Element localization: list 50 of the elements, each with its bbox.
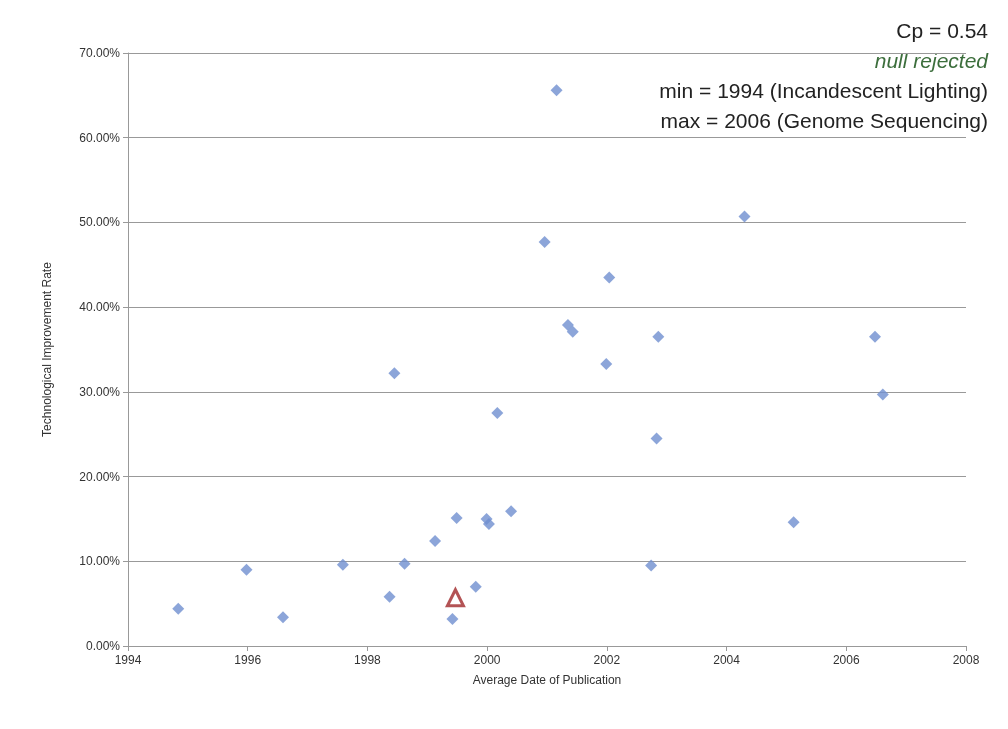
point bbox=[445, 588, 465, 608]
x-tick-label: 2004 bbox=[713, 653, 741, 667]
x-tick-label: 2002 bbox=[593, 653, 621, 667]
point bbox=[787, 516, 800, 529]
point bbox=[505, 505, 518, 518]
point bbox=[603, 271, 616, 284]
x-tick-label: 1998 bbox=[354, 653, 382, 667]
point bbox=[277, 611, 290, 624]
y-tick-label: 20.00% bbox=[79, 469, 121, 484]
y-tick-label: 10.00% bbox=[79, 554, 121, 569]
point bbox=[429, 534, 442, 547]
y-tick-label: 0.00% bbox=[85, 639, 121, 653]
point bbox=[650, 432, 663, 445]
x-tick-label: 2008 bbox=[952, 653, 980, 667]
point bbox=[600, 357, 613, 370]
point bbox=[876, 388, 889, 401]
x-tick-label: 2000 bbox=[473, 653, 501, 667]
x-tick-label: 1994 bbox=[114, 653, 142, 667]
point bbox=[652, 330, 665, 343]
x-tick-label: 2006 bbox=[832, 653, 860, 667]
point bbox=[446, 612, 459, 625]
point bbox=[482, 518, 495, 531]
point bbox=[550, 84, 563, 97]
point bbox=[738, 210, 751, 223]
point bbox=[491, 407, 504, 420]
point bbox=[869, 330, 882, 343]
point bbox=[538, 235, 551, 248]
point bbox=[172, 602, 185, 615]
annotation: null rejected bbox=[874, 49, 990, 72]
y-tick-label: 60.00% bbox=[79, 130, 121, 145]
point bbox=[336, 558, 349, 571]
point bbox=[383, 590, 396, 603]
point bbox=[469, 580, 482, 593]
y-tick-label: 40.00% bbox=[79, 300, 121, 315]
point bbox=[566, 325, 579, 338]
point bbox=[240, 563, 253, 576]
point bbox=[645, 559, 658, 572]
y-tick-label: 50.00% bbox=[79, 215, 121, 230]
y-tick-label: 70.00% bbox=[79, 46, 121, 60]
point bbox=[450, 512, 463, 525]
point bbox=[388, 367, 401, 380]
annotation: max = 2006 (Genome Sequencing) bbox=[660, 109, 988, 132]
point bbox=[398, 557, 411, 570]
x-axis-title: Average Date of Publication bbox=[472, 673, 622, 687]
point bbox=[561, 318, 574, 331]
y-axis-title: Technological Improvement Rate bbox=[40, 261, 54, 437]
text: Cp = 0.54 bbox=[896, 19, 989, 42]
annotation: min = 1994 (Incandescent Lighting) bbox=[659, 79, 989, 102]
y-tick-label: 30.00% bbox=[79, 384, 121, 399]
x-tick-label: 1996 bbox=[234, 653, 262, 667]
